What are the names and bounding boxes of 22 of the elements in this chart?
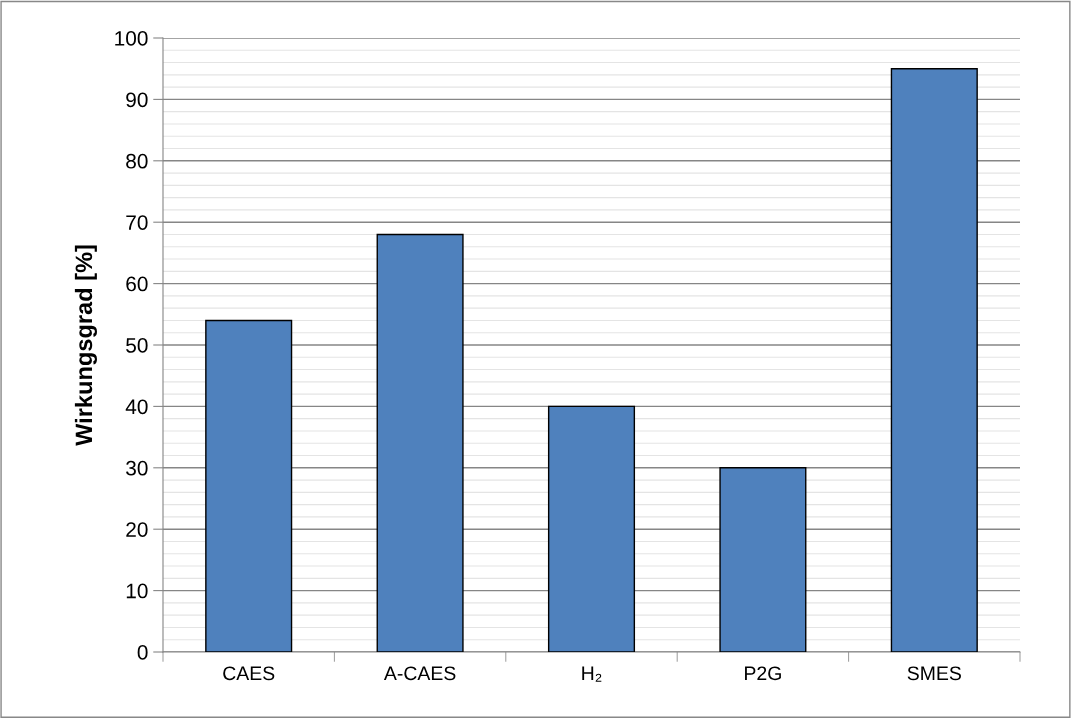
y-tick-label: 90 xyxy=(126,92,148,108)
x-tick-label: SMES xyxy=(907,666,961,681)
y-tick-label: 10 xyxy=(126,583,148,599)
y-axis-title: Wirkungsgrad [%] xyxy=(74,245,97,446)
x-tick-label: A-CAES xyxy=(383,666,456,681)
y-tick-label: 80 xyxy=(126,153,148,169)
bar xyxy=(890,68,978,652)
y-tick-label: 100 xyxy=(115,31,148,46)
bar xyxy=(205,319,293,652)
y-tick-label: 50 xyxy=(126,338,148,353)
bar xyxy=(547,405,636,652)
y-tick-label: 70 xyxy=(126,215,148,230)
y-tick-label: 30 xyxy=(126,460,148,476)
y-tick-label: 20 xyxy=(126,522,148,537)
y-tick-label: 60 xyxy=(126,276,148,292)
y-tick-label: 40 xyxy=(125,399,148,415)
x-tick-label: CAES xyxy=(223,666,275,681)
x-tick-label: H₂ xyxy=(582,666,602,682)
bar xyxy=(376,233,464,652)
y-tick-label: 0 xyxy=(137,645,148,660)
x-tick-label: P2G xyxy=(745,666,781,681)
bar xyxy=(719,467,807,652)
